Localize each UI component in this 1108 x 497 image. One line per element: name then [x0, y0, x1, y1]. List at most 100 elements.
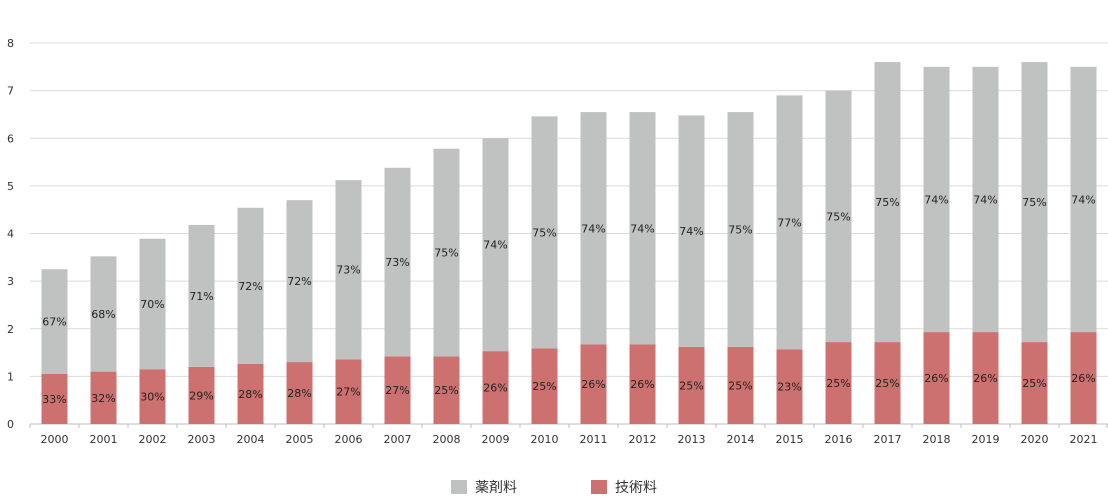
data-label: 75%: [826, 210, 850, 223]
y-tick-label: 7: [7, 85, 14, 98]
bar-segment: [188, 366, 215, 424]
data-label: 25%: [532, 380, 556, 393]
x-tick-label: 2003: [188, 433, 216, 446]
data-label: 75%: [728, 223, 752, 236]
y-tick-label: 6: [7, 132, 14, 145]
bar-segment: [335, 180, 362, 360]
y-tick-label: 3: [7, 275, 14, 288]
data-label: 25%: [434, 384, 458, 397]
data-label: 75%: [532, 226, 556, 239]
bar-segment: [384, 356, 411, 424]
data-label: 30%: [140, 391, 164, 404]
bar-segment: [874, 342, 901, 424]
x-tick-label: 2007: [384, 433, 412, 446]
x-tick-label: 2020: [1021, 433, 1049, 446]
data-label: 75%: [1022, 196, 1046, 209]
x-axis: 2000 2001 2002 2003 2004 2005 2006 2007 2008 2009…: [29, 424, 1108, 446]
legend-item: 薬剤料: [451, 477, 517, 497]
legend-item: 技術料: [539, 477, 657, 497]
x-tick-label: 2008: [433, 433, 461, 446]
data-label: 68%: [91, 308, 115, 321]
bar-segment: [139, 369, 166, 424]
data-label: 28%: [287, 387, 311, 400]
legend-swatch: [591, 480, 607, 494]
bar-percent-labels: 33% 67% 32% 68% 30% 70% 29% 71% 28% 72% 28% 72% 27% 7…: [42, 193, 1095, 406]
bars: [41, 62, 1097, 424]
data-label: 74%: [1071, 193, 1095, 206]
y-tick-label: 1: [7, 370, 14, 383]
x-tick-label: 2009: [482, 433, 510, 446]
data-label: 28%: [238, 388, 262, 401]
y-tick-label: 0: [7, 418, 14, 431]
bar-segment: [1021, 342, 1048, 424]
bar-segment: [923, 332, 950, 424]
x-tick-label: 2021: [1070, 433, 1098, 446]
bar-segment: [237, 207, 264, 364]
stacked-bar-chart: 0 1 2 3 4 5 6 7 8 33% 67% 32% 68% 30% 70% 29% 71% 28% 72%…: [7, 37, 1108, 446]
bar-segment: [874, 62, 901, 343]
legend: 薬剤料 技術料: [0, 477, 1108, 497]
bar-segment: [825, 90, 852, 343]
data-label: 74%: [483, 239, 507, 252]
x-tick-label: 2005: [286, 433, 314, 446]
data-label: 26%: [973, 372, 997, 385]
bar-segment: [972, 66, 999, 333]
data-label: 26%: [924, 372, 948, 385]
bar-segment: [482, 138, 509, 352]
bar-segment: [678, 115, 705, 347]
bar-segment: [1021, 62, 1048, 343]
data-label: 29%: [189, 389, 213, 402]
bar-segment: [629, 344, 656, 424]
x-tick-label: 2013: [678, 433, 706, 446]
y-tick-label: 4: [7, 228, 14, 241]
x-tick-label: 2017: [874, 433, 902, 446]
bar-segment: [580, 344, 607, 424]
bar-segment: [678, 346, 705, 424]
bar-segment: [139, 238, 166, 370]
legend-swatch: [451, 480, 467, 494]
bar-segment: [90, 371, 117, 424]
bar-segment: [923, 66, 950, 333]
data-label: 70%: [140, 298, 164, 311]
data-label: 72%: [287, 275, 311, 288]
data-label: 26%: [1071, 372, 1095, 385]
data-label: 25%: [875, 377, 899, 390]
bar-segment: [41, 269, 68, 374]
data-label: 75%: [434, 247, 458, 260]
bar-segment: [727, 112, 754, 347]
bar-segment: [825, 342, 852, 424]
bar-segment: [433, 356, 460, 424]
data-label: 77%: [777, 216, 801, 229]
bar-segment: [1070, 332, 1097, 424]
data-label: 71%: [189, 290, 213, 303]
x-tick-label: 2001: [90, 433, 118, 446]
x-tick-label: 2002: [139, 433, 167, 446]
y-tick-label: 2: [7, 323, 14, 336]
x-tick-label: 2011: [580, 433, 608, 446]
bar-segment: [335, 359, 362, 424]
bar-segment: [384, 167, 411, 357]
bar-segment: [580, 112, 607, 345]
bar-segment: [237, 363, 264, 424]
data-label: 73%: [385, 256, 409, 269]
bar-segment: [1070, 66, 1097, 333]
y-tick-label: 8: [7, 37, 14, 50]
bar-segment: [41, 373, 68, 424]
x-tick-label: 2018: [923, 433, 951, 446]
data-label: 25%: [679, 379, 703, 392]
data-label: 27%: [336, 386, 360, 399]
x-tick-label: 2012: [629, 433, 657, 446]
data-label: 72%: [238, 280, 262, 293]
x-tick-label: 2016: [825, 433, 853, 446]
data-label: 75%: [875, 196, 899, 209]
bar-segment: [972, 332, 999, 424]
data-label: 32%: [91, 392, 115, 405]
data-label: 25%: [826, 377, 850, 390]
x-tick-label: 2000: [41, 433, 69, 446]
bar-segment: [286, 200, 313, 363]
bar-segment: [482, 351, 509, 424]
bar-segment: [286, 362, 313, 424]
data-label: 25%: [728, 379, 752, 392]
bar-segment: [727, 346, 754, 424]
y-axis: 0 1 2 3 4 5 6 7 8: [7, 37, 14, 431]
